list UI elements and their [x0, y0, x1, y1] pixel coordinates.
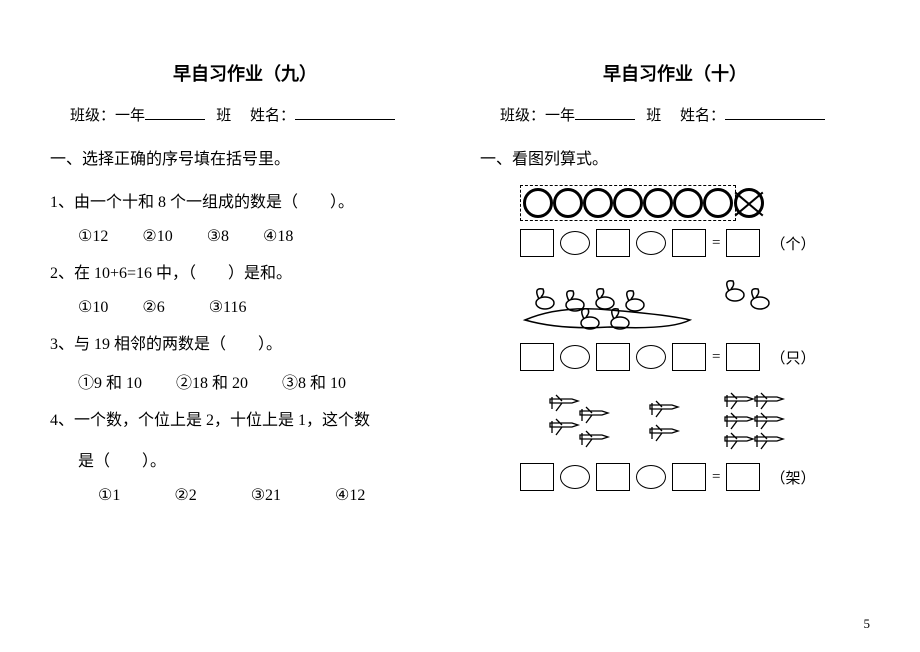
figure-planes	[520, 389, 870, 455]
answer-box[interactable]	[672, 463, 706, 491]
answer-box[interactable]	[726, 343, 760, 371]
answer-box[interactable]	[520, 229, 554, 257]
ring-icon	[643, 188, 673, 218]
q4-options: ①1 ②2 ③21 ④12	[98, 485, 440, 505]
figure-circles	[520, 185, 870, 221]
ring-icon	[703, 188, 733, 218]
ring-icon	[553, 188, 583, 218]
operator-oval[interactable]	[560, 465, 590, 489]
header-left: 班级：一年 班 姓名：	[70, 104, 440, 125]
q2-opt-3: ③116	[209, 299, 247, 316]
header-right: 班级：一年 班 姓名：	[500, 104, 870, 125]
operator-oval[interactable]	[636, 231, 666, 255]
q1-opt-4: ④18	[263, 228, 293, 245]
ring-icon	[673, 188, 703, 218]
section-1-left: 一、选择正确的序号填在括号里。	[50, 145, 440, 169]
ring-crossed-icon	[734, 188, 764, 218]
q3: 3、与 19 相邻的两数是（ ）。	[50, 327, 440, 362]
answer-box[interactable]	[596, 229, 630, 257]
q4-opt-1: ①1	[98, 487, 120, 504]
unit-3: （架）	[770, 467, 815, 488]
q3-opt-3: ③8 和 10	[282, 375, 346, 392]
class-label-r: 班级：一年	[500, 108, 575, 124]
planes-icon	[520, 389, 800, 455]
equation-2: = （只）	[520, 343, 870, 371]
q4-opt-2: ②2	[174, 487, 196, 504]
ring-icon	[583, 188, 613, 218]
q2: 2、在 10+6=16 中，（ ）是和。	[50, 256, 440, 291]
equation-3: = （架）	[520, 463, 870, 491]
q4-line2: 是（ ）。	[78, 444, 440, 479]
operator-oval[interactable]	[560, 345, 590, 369]
equals: =	[712, 469, 720, 486]
q2-opt-1: ①10	[78, 299, 108, 316]
q3-options: ①9 和 10 ②18 和 20 ③8 和 10	[78, 369, 440, 393]
unit-2: （只）	[770, 347, 815, 368]
q1: 1、由一个十和 8 个一组成的数是（ ）。	[50, 185, 440, 220]
class-label: 班级：一年	[70, 108, 145, 124]
equals: =	[712, 349, 720, 366]
answer-box[interactable]	[726, 463, 760, 491]
operator-oval[interactable]	[636, 345, 666, 369]
ring-icon	[523, 188, 553, 218]
equation-1: = （个）	[520, 229, 870, 257]
name-blank-r[interactable]	[725, 104, 825, 120]
section-1-right: 一、看图列算式。	[480, 145, 870, 169]
figure-swans	[520, 275, 870, 335]
worksheet-right: 早自习作业（十） 班级：一年 班 姓名： 一、看图列算式。 = （个）	[480, 60, 870, 515]
q1-opt-1: ①12	[78, 228, 108, 245]
title-left: 早自习作业（九）	[50, 60, 440, 86]
q1-options: ①12 ②10 ③8 ④18	[78, 226, 440, 246]
answer-box[interactable]	[726, 229, 760, 257]
circles-group	[520, 185, 736, 221]
title-right: 早自习作业（十）	[480, 60, 870, 86]
class-suffix-r: 班	[646, 108, 661, 124]
answer-box[interactable]	[596, 463, 630, 491]
answer-box[interactable]	[596, 343, 630, 371]
equals: =	[712, 235, 720, 252]
q3-opt-1: ①9 和 10	[78, 375, 142, 392]
answer-box[interactable]	[672, 343, 706, 371]
operator-oval[interactable]	[560, 231, 590, 255]
answer-box[interactable]	[672, 229, 706, 257]
unit-1: （个）	[770, 233, 815, 254]
q4-line1: 4、一个数，个位上是 2，十位上是 1，这个数	[50, 403, 440, 438]
class-suffix: 班	[216, 108, 231, 124]
q3-opt-2: ②18 和 20	[176, 375, 248, 392]
worksheet-left: 早自习作业（九） 班级：一年 班 姓名： 一、选择正确的序号填在括号里。 1、由…	[50, 60, 440, 515]
q1-opt-3: ③8	[207, 228, 229, 245]
answer-box[interactable]	[520, 343, 554, 371]
q1-opt-2: ②10	[142, 228, 172, 245]
name-label-r: 姓名：	[680, 108, 725, 124]
page-number: 5	[864, 616, 871, 632]
q2-opt-2: ②6	[142, 299, 164, 316]
q2-options: ①10 ②6 ③116	[78, 297, 440, 317]
ring-icon	[613, 188, 643, 218]
name-label: 姓名：	[250, 108, 295, 124]
operator-oval[interactable]	[636, 465, 666, 489]
class-blank-r[interactable]	[575, 104, 635, 120]
name-blank[interactable]	[295, 104, 395, 120]
answer-box[interactable]	[520, 463, 554, 491]
class-blank[interactable]	[145, 104, 205, 120]
swans-icon	[520, 275, 790, 335]
q4-opt-3: ③21	[251, 487, 281, 504]
q4-opt-4: ④12	[335, 487, 365, 504]
